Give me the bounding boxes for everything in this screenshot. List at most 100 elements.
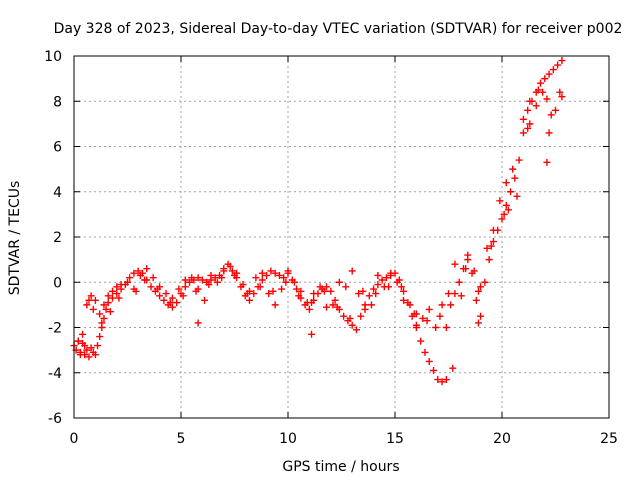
data-point (539, 88, 547, 96)
data-point (173, 299, 181, 307)
data-point (489, 226, 497, 234)
data-point (515, 156, 523, 164)
data-point (308, 299, 316, 307)
data-point (485, 256, 493, 264)
data-point (323, 303, 331, 311)
data-point (293, 285, 301, 293)
data-point (327, 287, 335, 295)
data-point (462, 265, 470, 273)
x-tick-label: 10 (279, 431, 297, 447)
y-tick-label: 0 (53, 275, 62, 291)
data-point (434, 376, 442, 384)
data-point (278, 285, 286, 293)
data-point (207, 271, 215, 279)
data-point (290, 278, 298, 286)
data-point (470, 267, 478, 275)
data-point (378, 276, 386, 284)
data-point (104, 292, 112, 300)
data-point (498, 215, 506, 223)
data-point (280, 274, 288, 282)
data-point (359, 287, 367, 295)
y-tick-label: -6 (48, 411, 62, 427)
data-point (387, 269, 395, 277)
data-point (333, 303, 341, 311)
data-point (526, 97, 534, 105)
data-point (263, 271, 271, 279)
data-point (91, 296, 99, 304)
data-point (239, 281, 247, 289)
data-point (541, 75, 549, 83)
data-point (179, 292, 187, 300)
data-point (269, 287, 277, 295)
data-point (547, 111, 555, 119)
data-point (205, 281, 213, 289)
data-point (545, 70, 553, 78)
data-point (412, 321, 420, 329)
data-point (181, 276, 189, 284)
data-point (297, 287, 305, 295)
data-point (143, 265, 151, 273)
data-point (335, 278, 343, 286)
data-point (558, 93, 566, 101)
data-point (100, 301, 108, 309)
data-point (192, 287, 200, 295)
data-point (320, 287, 328, 295)
data-point (124, 278, 131, 286)
data-point (271, 301, 279, 309)
x-tick-label: 5 (177, 431, 186, 447)
data-point (316, 283, 324, 291)
data-point (134, 267, 142, 275)
y-tick-label: 2 (53, 230, 62, 246)
data-point (348, 321, 356, 329)
data-point (141, 276, 149, 284)
data-point (400, 287, 408, 295)
data-point (226, 262, 234, 270)
data-point (126, 274, 134, 282)
data-point (367, 301, 375, 309)
data-point (218, 274, 226, 282)
data-point (509, 165, 517, 173)
data-point (451, 260, 459, 268)
data-point (271, 269, 279, 277)
data-point (543, 158, 551, 166)
data-point (282, 278, 290, 286)
data-point (89, 305, 97, 313)
data-points (70, 57, 566, 386)
data-point (445, 290, 452, 298)
data-point (106, 308, 114, 316)
data-point (532, 102, 540, 110)
data-point (417, 337, 425, 345)
chart-title: Day 328 of 2023, Sidereal Day-to-day VTE… (54, 21, 623, 37)
data-point (87, 292, 95, 300)
data-point (115, 294, 123, 302)
data-point (502, 179, 510, 187)
data-point (83, 346, 91, 354)
data-point (451, 290, 459, 298)
data-point (442, 324, 450, 331)
data-point (130, 269, 138, 277)
data-point (477, 312, 485, 320)
axis-ticks (73, 55, 610, 419)
data-point (393, 278, 401, 286)
data-point (430, 366, 438, 374)
data-point (147, 283, 155, 291)
data-point (519, 115, 527, 123)
data-point (534, 86, 542, 94)
data-point (447, 301, 455, 309)
data-point (162, 290, 170, 298)
data-point (436, 312, 444, 320)
data-point (245, 296, 253, 304)
data-point (102, 305, 110, 313)
data-point (113, 283, 121, 291)
data-point (554, 61, 562, 69)
data-point (487, 242, 495, 250)
data-point (188, 274, 196, 282)
data-point (361, 305, 369, 313)
data-point (382, 274, 390, 282)
data-point (410, 310, 418, 318)
data-point (295, 292, 303, 300)
data-point (153, 285, 161, 293)
data-point (519, 129, 527, 137)
data-point (489, 238, 497, 246)
data-point (331, 296, 339, 304)
